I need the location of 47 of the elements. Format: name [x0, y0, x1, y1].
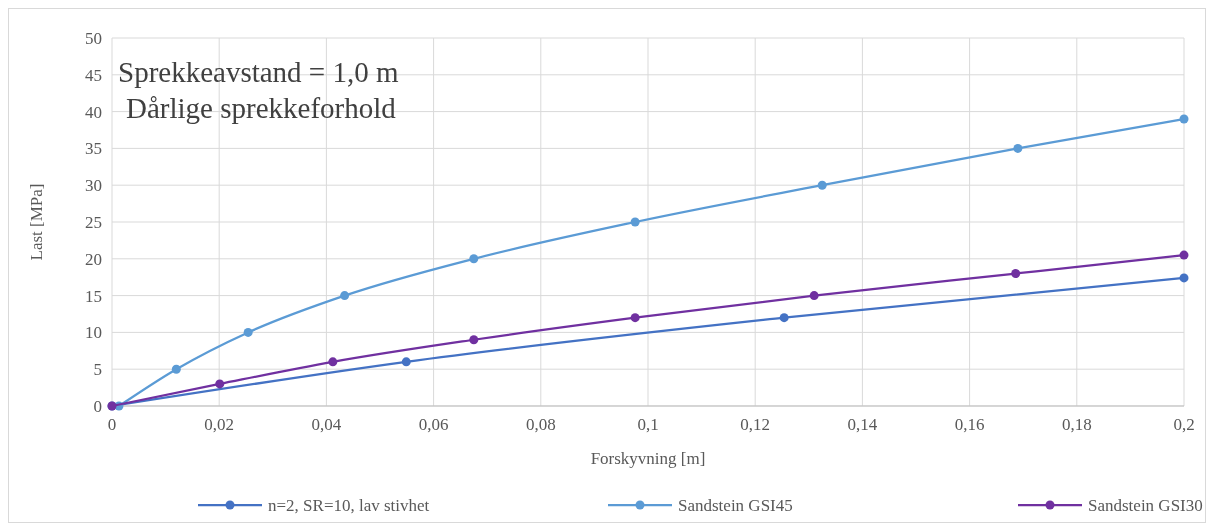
- point: [817, 180, 827, 190]
- point: [469, 254, 479, 264]
- legend-label: Sandstein GSI30: [1088, 496, 1203, 515]
- y-tick-label: 35: [85, 139, 102, 159]
- y-tick-label: 50: [85, 29, 102, 48]
- point: [1011, 269, 1021, 279]
- x-tick-label: 0,06: [418, 415, 449, 434]
- point: [630, 217, 640, 227]
- point: [1179, 250, 1189, 260]
- point: [340, 291, 350, 301]
- point: [328, 357, 338, 367]
- legend-label: Sandstein GSI45: [678, 496, 793, 515]
- text: Dårlige sprekkeforhold: [126, 92, 397, 124]
- point: [469, 335, 479, 345]
- x-tick-label: 0,04: [311, 415, 342, 434]
- x-tick-label: 0,12: [740, 415, 771, 434]
- y-tick-label: 5: [93, 360, 102, 380]
- x-tick-label: 0,1: [637, 415, 659, 434]
- y-tick-label: 10: [85, 323, 102, 343]
- point: [171, 364, 181, 374]
- y-tick-label: 20: [85, 249, 102, 269]
- y-tick-label: 45: [85, 65, 102, 85]
- x-tick-label: 0: [107, 415, 117, 434]
- x-tick-label: 0,2: [1173, 415, 1195, 434]
- point: [1179, 273, 1189, 283]
- x-tick-label: 0,02: [204, 415, 235, 434]
- x-tick-label: 0,18: [1061, 415, 1092, 434]
- y-axis-title: Last [MPa]: [27, 183, 46, 261]
- point: [1179, 114, 1189, 124]
- x-axis-title: Forskyvning [m]: [590, 449, 706, 468]
- point: [779, 313, 789, 323]
- y-tick-label: 0: [93, 397, 102, 416]
- y-tick-label: 15: [85, 286, 102, 306]
- point: [1013, 143, 1023, 153]
- y-tick-label: 40: [85, 102, 102, 122]
- x-tick-label: 0,08: [525, 415, 556, 434]
- point: [809, 291, 819, 301]
- legend-label: n=2, SR=10, lav stivhet: [268, 496, 430, 515]
- y-tick-label: 25: [85, 213, 102, 232]
- y-tick-label: 30: [85, 176, 102, 196]
- x-tick-label: 0,16: [954, 415, 985, 434]
- x-tick-label: 0,14: [847, 415, 878, 434]
- text: Sprekkeavstand = 1,0 m: [118, 56, 399, 88]
- point: [630, 313, 640, 323]
- point: [401, 357, 411, 367]
- point: [215, 379, 225, 389]
- point: [243, 327, 253, 337]
